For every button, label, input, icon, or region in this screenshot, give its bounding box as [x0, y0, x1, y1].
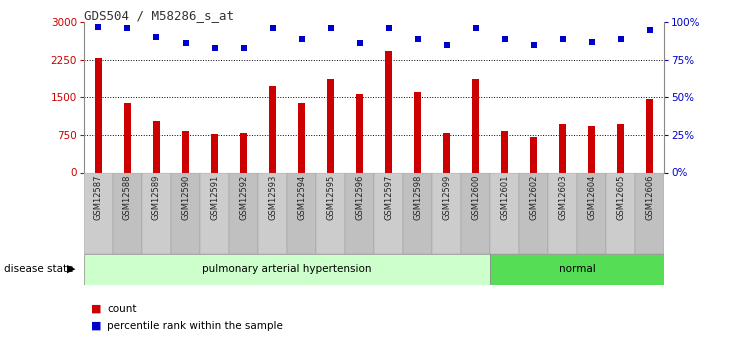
Bar [229, 172, 258, 254]
Text: pulmonary arterial hypertension: pulmonary arterial hypertension [202, 264, 372, 274]
Point [93, 24, 104, 30]
Bar [200, 172, 229, 254]
Bar [403, 172, 432, 254]
Bar [240, 134, 247, 172]
Text: GSM12588: GSM12588 [123, 175, 132, 220]
Text: disease state: disease state [4, 264, 73, 274]
Bar [432, 172, 461, 254]
Text: ■: ■ [91, 304, 101, 314]
Bar [443, 134, 450, 172]
Bar [385, 51, 392, 172]
Bar [211, 134, 218, 172]
Bar [374, 172, 403, 254]
Point [354, 41, 366, 46]
Bar [287, 172, 316, 254]
Point [325, 26, 337, 31]
Point [122, 26, 134, 31]
Text: GSM12596: GSM12596 [355, 175, 364, 220]
Point [383, 26, 394, 31]
Point [557, 36, 569, 42]
Text: ▶: ▶ [66, 264, 75, 274]
Bar [124, 103, 131, 172]
Point [441, 42, 453, 48]
Bar [113, 172, 142, 254]
Bar [607, 172, 635, 254]
Bar [414, 92, 421, 172]
Bar [95, 58, 102, 172]
Point [266, 26, 278, 31]
Bar [84, 172, 113, 254]
Bar [530, 137, 537, 172]
Bar [356, 94, 364, 172]
Point [586, 39, 598, 45]
Bar [519, 172, 548, 254]
Text: GSM12589: GSM12589 [152, 175, 161, 220]
Text: GSM12591: GSM12591 [210, 175, 219, 220]
Text: GSM12606: GSM12606 [645, 175, 654, 220]
Bar [84, 254, 491, 285]
Bar [588, 126, 596, 172]
Text: GSM12600: GSM12600 [471, 175, 480, 220]
Text: GSM12597: GSM12597 [384, 175, 393, 220]
Point [238, 45, 250, 51]
Point [615, 36, 626, 42]
Text: GSM12601: GSM12601 [500, 175, 510, 220]
Bar [577, 172, 607, 254]
Bar [298, 104, 305, 172]
Point [150, 35, 162, 40]
Bar [327, 79, 334, 172]
Bar [548, 172, 577, 254]
Point [470, 26, 482, 31]
Bar [269, 87, 276, 172]
Bar [171, 172, 200, 254]
Text: GSM12604: GSM12604 [587, 175, 596, 220]
Bar [182, 131, 189, 172]
Text: GSM12592: GSM12592 [239, 175, 248, 220]
Bar [142, 172, 171, 254]
Bar [153, 121, 160, 172]
Bar [559, 125, 566, 172]
Text: ■: ■ [91, 321, 101, 331]
Text: GSM12598: GSM12598 [413, 175, 422, 220]
Point [209, 45, 220, 51]
Bar [316, 172, 345, 254]
Bar [501, 131, 508, 172]
Text: GSM12603: GSM12603 [558, 175, 567, 220]
Text: percentile rank within the sample: percentile rank within the sample [107, 321, 283, 331]
Bar [646, 99, 653, 172]
Bar [617, 124, 624, 172]
Text: GSM12602: GSM12602 [529, 175, 538, 220]
Text: normal: normal [559, 264, 596, 274]
Text: GDS504 / M58286_s_at: GDS504 / M58286_s_at [84, 9, 234, 22]
Text: GSM12594: GSM12594 [297, 175, 306, 220]
Text: count: count [107, 304, 137, 314]
Bar [258, 172, 287, 254]
Text: GSM12605: GSM12605 [616, 175, 626, 220]
Bar [345, 172, 374, 254]
Bar [461, 172, 491, 254]
Point [644, 27, 656, 33]
Point [296, 36, 307, 42]
Point [412, 36, 423, 42]
Bar [491, 254, 664, 285]
Text: GSM12590: GSM12590 [181, 175, 190, 220]
Point [180, 41, 191, 46]
Point [528, 42, 539, 48]
Bar [491, 172, 519, 254]
Text: GSM12593: GSM12593 [268, 175, 277, 220]
Point [499, 36, 510, 42]
Text: GSM12595: GSM12595 [326, 175, 335, 220]
Text: GSM12587: GSM12587 [94, 175, 103, 220]
Text: GSM12599: GSM12599 [442, 175, 451, 220]
Bar [472, 79, 480, 172]
Bar [635, 172, 664, 254]
